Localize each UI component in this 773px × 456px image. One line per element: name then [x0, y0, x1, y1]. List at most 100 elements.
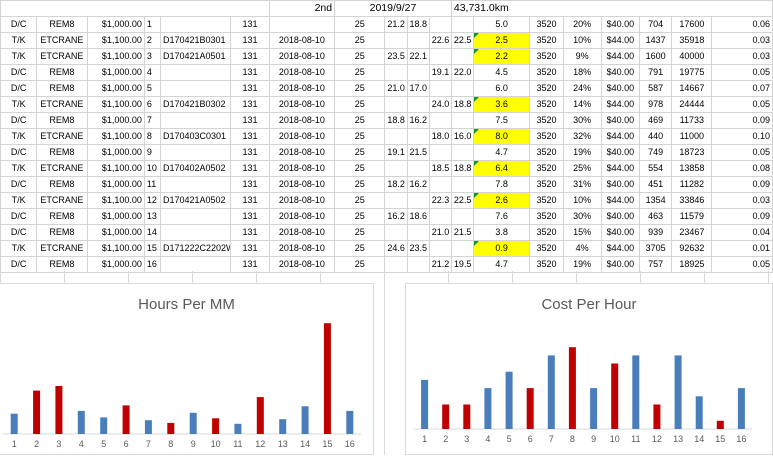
cell-model[interactable]: ETCRANE — [36, 96, 88, 113]
cell-rate[interactable]: $40.00 — [600, 176, 641, 193]
cell-no[interactable]: 13 — [143, 208, 161, 225]
cell-g[interactable]: 0.04 — [711, 224, 773, 241]
cell-pct[interactable]: 9% — [562, 48, 602, 65]
cell-f[interactable]: 11579 — [671, 208, 713, 225]
cell-date[interactable]: 2018-08-10 — [268, 80, 336, 97]
cell-b[interactable]: 18.8 — [406, 16, 430, 33]
cell-code[interactable]: D170421A0501 — [159, 48, 232, 65]
cell-rate[interactable]: $40.00 — [600, 16, 641, 33]
cell-n3520[interactable]: 3520 — [529, 208, 564, 225]
cell-c[interactable]: 19.1 — [428, 64, 452, 81]
cell-e[interactable]: 463 — [639, 208, 673, 225]
cell-a[interactable] — [384, 160, 408, 177]
cell-pct[interactable]: 24% — [562, 80, 602, 97]
cell-rate[interactable]: $40.00 — [600, 224, 641, 241]
cell-b[interactable]: 16.2 — [406, 112, 430, 129]
cell-a[interactable] — [384, 32, 408, 49]
cell-n3520[interactable]: 3520 — [529, 240, 564, 257]
cell-type[interactable]: D/C — [0, 176, 38, 193]
cell-g[interactable]: 0.01 — [711, 240, 773, 257]
cell-date[interactable]: 2018-08-10 — [268, 112, 336, 129]
cell-code[interactable] — [159, 208, 232, 225]
bar[interactable] — [77, 410, 85, 434]
cell-n3520[interactable]: 3520 — [529, 160, 564, 177]
cell-model[interactable]: REM8 — [36, 144, 88, 161]
cell-hrs[interactable]: 5.0 — [472, 16, 531, 33]
cell-pct[interactable]: 25% — [562, 160, 602, 177]
cell-f[interactable]: 24444 — [671, 96, 713, 113]
cell-e[interactable]: 554 — [639, 160, 673, 177]
cell-e[interactable]: 1354 — [639, 192, 673, 209]
cell-f[interactable]: 14667 — [671, 80, 713, 97]
cell-model[interactable]: REM8 — [36, 176, 88, 193]
cell-code[interactable] — [159, 176, 232, 193]
cell-type[interactable]: T/K — [0, 192, 38, 209]
cell-m[interactable]: 131 — [230, 16, 270, 33]
cell-n3520[interactable]: 3520 — [529, 80, 564, 97]
cell-c[interactable]: 22.3 — [428, 192, 452, 209]
cell-d[interactable]: 18.8 — [450, 160, 475, 177]
cell-pct[interactable]: 10% — [562, 32, 602, 49]
cell-rate[interactable]: $40.00 — [600, 64, 641, 81]
cell-n3520[interactable]: 3520 — [529, 176, 564, 193]
cell-n3520[interactable]: 3520 — [529, 32, 564, 49]
bar[interactable] — [10, 413, 18, 434]
cell-price[interactable]: $1,100.00 — [86, 32, 145, 49]
cell-a[interactable]: 18.8 — [384, 112, 408, 129]
cell-rate[interactable]: $44.00 — [600, 32, 641, 49]
cell-v25[interactable]: 25 — [334, 192, 386, 209]
bar[interactable] — [590, 388, 598, 429]
cell-price[interactable]: $1,100.00 — [86, 192, 145, 209]
cell-date[interactable]: 2018-08-10 — [268, 96, 336, 113]
cell-hrs[interactable]: 8.0 — [472, 128, 531, 145]
cell-date[interactable]: 2018-08-10 — [268, 240, 336, 257]
cell-type[interactable]: T/K — [0, 48, 38, 65]
cell-hrs[interactable]: 3.8 — [472, 224, 531, 241]
cell-g[interactable]: 0.09 — [711, 176, 773, 193]
cell-no[interactable]: 14 — [143, 224, 161, 241]
cell-no[interactable]: 1 — [143, 16, 161, 33]
cell-m[interactable]: 131 — [230, 144, 270, 161]
cell-date[interactable]: 2018-08-10 — [268, 208, 336, 225]
cell-no[interactable]: 4 — [143, 64, 161, 81]
cell-type[interactable]: T/K — [0, 160, 38, 177]
cell-b[interactable]: 21.5 — [406, 144, 430, 161]
cell-f[interactable]: 11733 — [671, 112, 713, 129]
cell-f[interactable]: 92632 — [671, 240, 713, 257]
cell-no[interactable]: 3 — [143, 48, 161, 65]
cell-price[interactable]: $1,000.00 — [86, 64, 145, 81]
cell-v25[interactable]: 25 — [334, 96, 386, 113]
cell-rate[interactable]: $40.00 — [600, 208, 641, 225]
bar[interactable] — [547, 355, 555, 429]
cell-no[interactable]: 5 — [143, 80, 161, 97]
cell-date[interactable]: 2018-08-10 — [268, 224, 336, 241]
cell-pct[interactable]: 20% — [562, 16, 602, 33]
cell-pct[interactable]: 14% — [562, 96, 602, 113]
chart-cost-per-hour[interactable]: Cost Per Hour 1 2 3 4 5 6 7 8 9 10 11 12 13 14 15 16 — [405, 283, 773, 455]
header-distance[interactable]: 43,731.0km — [450, 0, 773, 17]
cell-g[interactable]: 0.05 — [711, 96, 773, 113]
cell-b[interactable] — [406, 128, 430, 145]
cell-hrs[interactable]: 6.4 — [472, 160, 531, 177]
cell-price[interactable]: $1,100.00 — [86, 96, 145, 113]
cell-d[interactable] — [450, 16, 475, 33]
cell-hrs[interactable]: 7.6 — [472, 208, 531, 225]
bar[interactable] — [167, 422, 175, 434]
cell-a[interactable]: 19.1 — [384, 144, 408, 161]
cell-date[interactable]: 2018-08-10 — [268, 160, 336, 177]
cell-d[interactable] — [450, 48, 475, 65]
cell-code[interactable]: D170402A0502 — [159, 160, 232, 177]
cell-b[interactable] — [406, 32, 430, 49]
cell-v25[interactable]: 25 — [334, 80, 386, 97]
cell-f[interactable]: 33846 — [671, 192, 713, 209]
cell-type[interactable]: D/C — [0, 80, 38, 97]
cell-no[interactable]: 12 — [143, 192, 161, 209]
cell-b[interactable] — [406, 96, 430, 113]
cell-type[interactable]: D/C — [0, 208, 38, 225]
cell-a[interactable]: 23.5 — [384, 48, 408, 65]
cell-rate[interactable]: $40.00 — [600, 144, 641, 161]
cell-a[interactable]: 18.2 — [384, 176, 408, 193]
cell-b[interactable]: 23.5 — [406, 240, 430, 257]
cell-no[interactable]: 15 — [143, 240, 161, 257]
cell-hrs[interactable]: 7.8 — [472, 176, 531, 193]
